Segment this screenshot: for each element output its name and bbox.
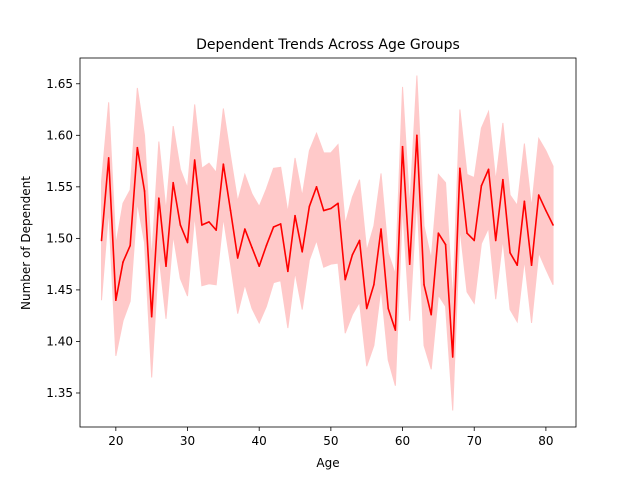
data-point bbox=[308, 205, 311, 208]
x-tick-label: 40 bbox=[252, 434, 267, 448]
y-axis: 1.35 1.40 1.45 1.50 1.55 1.60 1.65 bbox=[46, 77, 80, 400]
data-point bbox=[473, 239, 476, 242]
data-point bbox=[451, 356, 454, 358]
data-point bbox=[322, 209, 325, 212]
series-line bbox=[100, 134, 554, 358]
data-point bbox=[229, 209, 232, 212]
data-point bbox=[258, 265, 260, 268]
y-tick-label: 1.60 bbox=[46, 128, 73, 142]
data-point bbox=[523, 200, 526, 203]
data-point bbox=[394, 329, 397, 331]
data-point bbox=[358, 239, 361, 242]
data-point bbox=[459, 167, 461, 170]
data-point bbox=[122, 261, 124, 263]
data-point bbox=[387, 307, 390, 310]
data-point bbox=[129, 244, 131, 247]
data-point bbox=[244, 228, 246, 230]
data-point bbox=[107, 157, 110, 159]
data-point bbox=[222, 163, 225, 165]
data-point bbox=[337, 202, 339, 205]
y-tick-label: 1.40 bbox=[46, 334, 73, 348]
data-point bbox=[552, 224, 554, 226]
data-point bbox=[301, 250, 304, 253]
data-point bbox=[115, 299, 117, 302]
data-point bbox=[150, 315, 153, 318]
y-tick-label: 1.45 bbox=[46, 283, 73, 297]
data-point bbox=[502, 178, 504, 181]
data-point bbox=[430, 313, 433, 316]
y-tick-label: 1.50 bbox=[46, 231, 73, 245]
x-tick-label: 80 bbox=[538, 434, 553, 448]
x-tick-label: 70 bbox=[467, 434, 482, 448]
x-tick-label: 30 bbox=[180, 434, 195, 448]
data-point bbox=[172, 181, 174, 184]
data-point bbox=[143, 190, 146, 192]
data-point bbox=[136, 146, 139, 149]
data-point bbox=[437, 232, 440, 235]
x-axis: 20 30 40 50 60 70 80 bbox=[108, 427, 554, 448]
data-point bbox=[215, 229, 217, 231]
data-point bbox=[165, 265, 167, 268]
data-point bbox=[344, 278, 347, 281]
y-tick-label: 1.55 bbox=[46, 180, 73, 194]
data-point bbox=[186, 241, 189, 244]
data-point bbox=[315, 186, 318, 188]
data-point bbox=[251, 246, 253, 249]
data-point bbox=[365, 307, 368, 310]
x-tick-label: 20 bbox=[108, 434, 123, 448]
data-point bbox=[423, 283, 425, 286]
y-tick-label: 1.35 bbox=[46, 386, 73, 400]
data-point bbox=[279, 223, 282, 225]
data-point bbox=[380, 228, 382, 230]
data-point bbox=[287, 270, 289, 273]
data-point bbox=[480, 185, 483, 187]
y-tick-label: 1.65 bbox=[46, 77, 73, 91]
data-point bbox=[516, 264, 519, 266]
confidence-band bbox=[101, 75, 554, 411]
y-axis-label: Number of Dependent bbox=[19, 176, 33, 310]
data-point bbox=[494, 239, 497, 242]
data-point bbox=[272, 226, 275, 228]
data-point bbox=[487, 168, 490, 171]
data-point bbox=[158, 197, 160, 199]
data-point bbox=[100, 239, 103, 242]
data-point bbox=[530, 264, 533, 266]
plot-area bbox=[100, 75, 554, 411]
data-point bbox=[466, 232, 468, 235]
data-point bbox=[330, 207, 332, 210]
data-point bbox=[179, 224, 182, 226]
data-point bbox=[408, 263, 411, 265]
x-tick-label: 60 bbox=[395, 434, 410, 448]
data-point bbox=[236, 257, 239, 259]
data-point bbox=[401, 145, 404, 148]
data-point bbox=[294, 214, 296, 217]
chart-title: Dependent Trends Across Age Groups bbox=[196, 37, 460, 53]
data-point bbox=[537, 194, 540, 196]
x-tick-label: 50 bbox=[323, 434, 338, 448]
data-point bbox=[265, 244, 268, 247]
data-point bbox=[208, 221, 210, 223]
data-point bbox=[373, 283, 375, 286]
plot-frame bbox=[79, 57, 577, 428]
data-point bbox=[444, 243, 447, 246]
data-point bbox=[416, 134, 418, 137]
data-point bbox=[201, 224, 203, 226]
data-point bbox=[351, 254, 354, 256]
data-point bbox=[545, 209, 547, 212]
data-point bbox=[509, 252, 511, 254]
data-point bbox=[193, 159, 196, 161]
x-axis-label: Age bbox=[316, 456, 339, 470]
